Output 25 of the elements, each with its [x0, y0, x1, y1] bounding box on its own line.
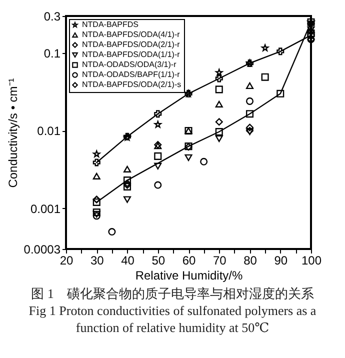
legend-label: NTDA-BAPFDS/ODA(1/1)-r — [82, 50, 180, 59]
y-tick-label: 0.001 — [30, 202, 61, 216]
caption: Fig 1 Proton conductivities of sulfonated polymers as a function of relative humidity at 50℃ — [28, 302, 318, 336]
y-tick-label: 0.01 — [37, 124, 61, 138]
y-axis-title: Conductivity/s • cm⁻¹ — [6, 78, 20, 188]
x-axis-title: Relative Humidity/% — [135, 268, 244, 282]
legend-label: NTDA-BAPFDS/ODA(2/1)-r — [82, 40, 180, 49]
y-tick-label: 0.3 — [44, 10, 61, 24]
x-tick-label: 70 — [212, 254, 227, 268]
caption: 图 1 磺化聚合物的质子电导率与相对湿度的关系 — [30, 285, 315, 302]
x-tick-label: 60 — [182, 254, 196, 268]
legend-label: NTDA-BAPFDS/ODA(2/1)-s — [82, 80, 182, 89]
x-tick-label: 20 — [60, 254, 74, 268]
y-tick-label: 0.0003 — [24, 242, 61, 256]
legend-label: NTDA-ODADS/BAPF(1/1)-r — [82, 70, 180, 79]
y-tick-label: 0.1 — [44, 46, 61, 61]
x-tick-label: 80 — [244, 254, 258, 268]
legend-label: NTDA-BAPFDS — [82, 20, 138, 29]
x-tick-label: 100 — [301, 254, 322, 268]
legend-label: NTDA-ODADS/ODA(3/1)-r — [82, 60, 177, 69]
x-tick-label: 40 — [121, 254, 135, 268]
x-tick-label: 30 — [90, 254, 104, 268]
legend-label: NTDA-BAPFDS/ODA(4/1)-r — [82, 30, 180, 39]
x-tick-label: 50 — [152, 254, 166, 268]
x-tick-label: 90 — [274, 254, 288, 268]
